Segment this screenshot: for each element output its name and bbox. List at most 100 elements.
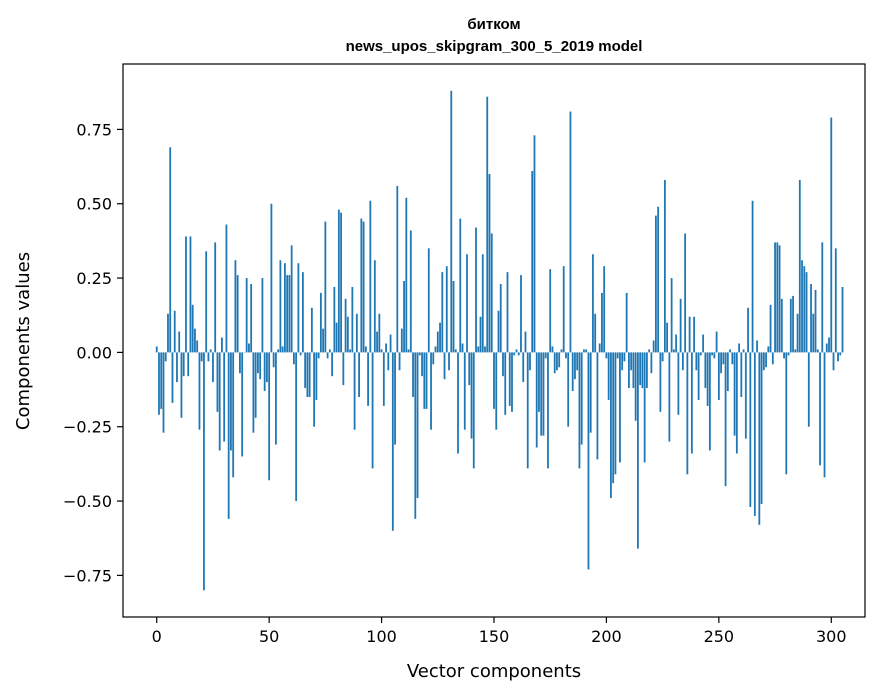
- bar-134: [457, 352, 459, 454]
- bar-246: [708, 352, 711, 451]
- bar-243: [702, 334, 705, 353]
- bar-262: [744, 352, 747, 439]
- bar-200: [605, 352, 608, 359]
- bar-42: [250, 284, 253, 353]
- bar-184: [569, 111, 572, 353]
- bar-94: [367, 352, 369, 406]
- bar-104: [389, 334, 392, 353]
- bar-87: [351, 286, 354, 353]
- bar-37: [239, 352, 241, 374]
- bar-109: [400, 328, 403, 353]
- x-axis-label: Vector components: [407, 661, 581, 682]
- bar-258: [735, 352, 738, 454]
- bar-123: [432, 352, 435, 365]
- bar-219: [648, 349, 651, 353]
- bar-49: [266, 352, 268, 383]
- bar-60: [290, 245, 293, 353]
- bar-298: [825, 343, 828, 353]
- bar-53: [275, 352, 277, 445]
- bar-61: [292, 352, 295, 365]
- bar-147: [486, 96, 489, 353]
- bar-28: [218, 352, 221, 451]
- bar-208: [623, 352, 626, 362]
- bar-277: [778, 245, 781, 353]
- bar-225: [661, 352, 664, 362]
- bar-281: [787, 352, 790, 356]
- bar-88: [353, 352, 356, 430]
- bar-257: [733, 352, 736, 436]
- bar-230: [672, 349, 675, 353]
- bar-199: [603, 266, 606, 353]
- bar-189: [580, 352, 583, 445]
- bar-41: [248, 343, 250, 353]
- bar-79: [333, 286, 336, 353]
- bar-15: [189, 236, 192, 353]
- bar-83: [342, 352, 345, 386]
- bar-14: [187, 352, 190, 377]
- bar-9: [176, 352, 178, 383]
- y-tick-label: −0.50: [63, 492, 112, 511]
- bar-69: [310, 307, 313, 353]
- bar-152: [497, 310, 500, 353]
- bar-32: [227, 352, 230, 519]
- bar-77: [328, 349, 331, 353]
- bar-174: [547, 352, 549, 469]
- bar-48: [263, 352, 266, 392]
- bar-89: [355, 313, 358, 353]
- bar-54: [277, 349, 280, 353]
- bar-10: [178, 331, 181, 353]
- bar-73: [319, 292, 322, 353]
- bar-197: [598, 343, 601, 353]
- bar-157: [508, 352, 511, 406]
- bar-222: [654, 215, 657, 353]
- bar-27: [216, 352, 219, 412]
- bar-172: [542, 352, 545, 436]
- x-tick-label: 300: [816, 627, 847, 646]
- bar-304: [839, 352, 842, 356]
- chart-title: битком: [467, 16, 520, 33]
- bar-35: [234, 260, 237, 353]
- bar-114: [412, 352, 414, 397]
- bar-190: [583, 349, 585, 353]
- bar-154: [502, 352, 504, 377]
- bar-242: [699, 352, 702, 356]
- bar-129: [445, 266, 448, 353]
- bar-289: [805, 272, 808, 353]
- bar-205: [616, 352, 619, 359]
- bar-64: [299, 352, 302, 356]
- bar-1: [158, 352, 160, 415]
- bar-287: [801, 260, 803, 353]
- bar-267: [756, 340, 758, 353]
- y-tick-label: 0.25: [76, 269, 112, 288]
- bar-175: [549, 269, 552, 353]
- bar-105: [391, 352, 394, 531]
- bar-117: [418, 352, 421, 356]
- bar-90: [358, 352, 360, 397]
- y-tick-label: −0.75: [63, 566, 112, 585]
- bar-164: [524, 331, 527, 353]
- bar-63: [297, 263, 300, 353]
- bars-group: [155, 90, 844, 591]
- bar-156: [506, 272, 509, 353]
- bar-6: [169, 147, 172, 353]
- x-tick-label: 150: [479, 627, 510, 646]
- bar-213: [634, 352, 637, 421]
- bar-233: [679, 298, 682, 353]
- bar-247: [711, 352, 713, 356]
- bar-260: [740, 352, 743, 397]
- bar-169: [535, 352, 538, 448]
- bar-195: [594, 313, 597, 353]
- bar-266: [753, 352, 756, 516]
- bar-135: [459, 218, 462, 353]
- bar-221: [652, 340, 655, 353]
- bar-224: [659, 352, 662, 412]
- bar-136: [461, 343, 464, 353]
- bar-18: [196, 340, 199, 353]
- bar-160: [515, 349, 518, 353]
- bar-168: [533, 135, 536, 353]
- bar-57: [283, 263, 286, 353]
- bar-188: [578, 352, 581, 469]
- bar-16: [191, 304, 194, 353]
- x-tick-label: 200: [591, 627, 622, 646]
- bar-74: [322, 328, 325, 353]
